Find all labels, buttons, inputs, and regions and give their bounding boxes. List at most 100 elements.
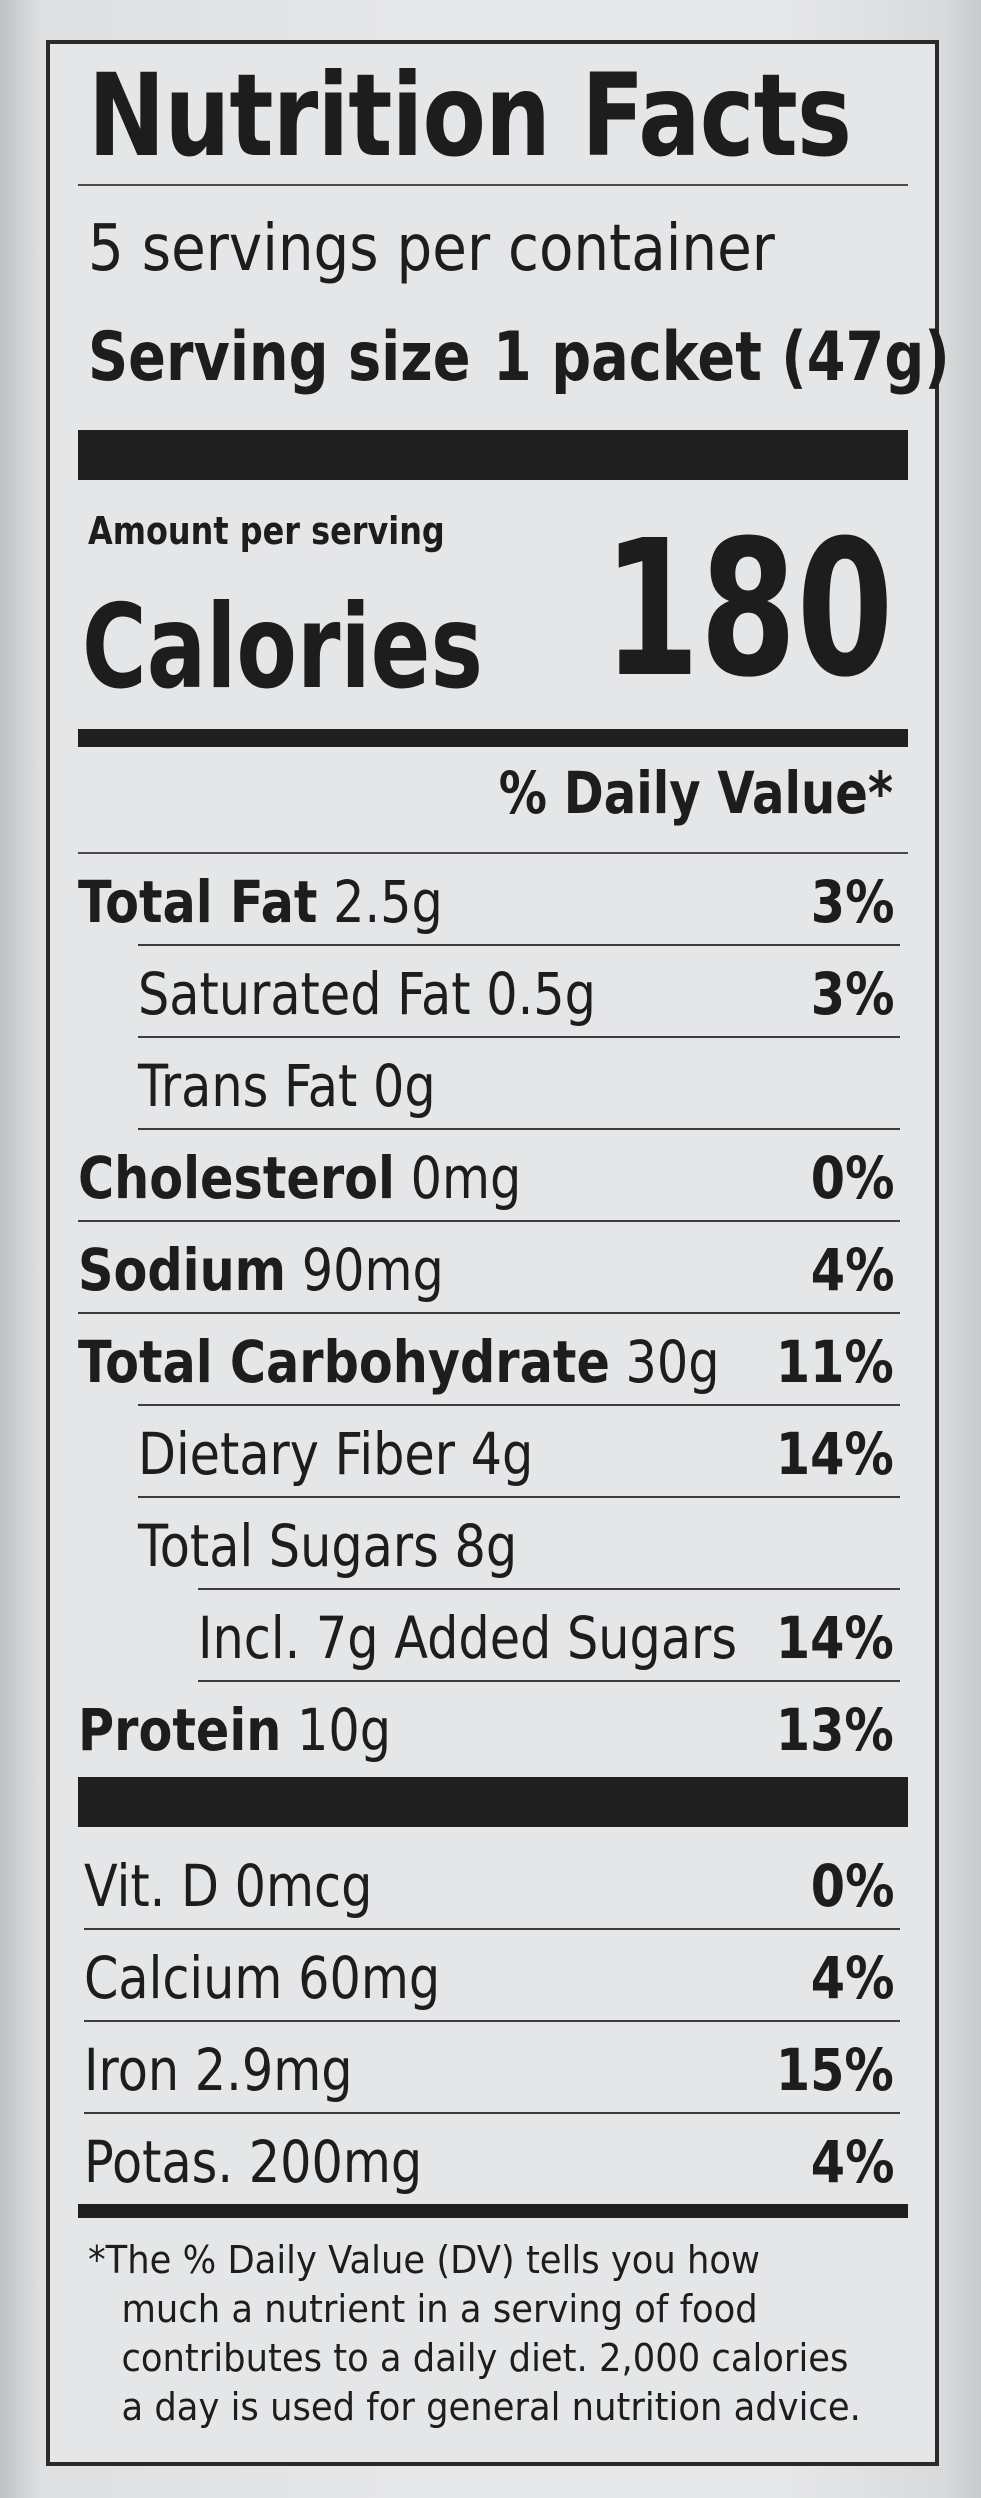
nutrient-amount: 30g bbox=[625, 1328, 720, 1396]
nutrient-row: Total Sugars 8g bbox=[138, 1498, 900, 1590]
vitamin-label: Vit. D 0mcg bbox=[84, 1852, 372, 1920]
nutrient-row: Protein 10g 13% bbox=[78, 1682, 900, 1774]
nutrient-row: Trans Fat 0g bbox=[138, 1038, 900, 1130]
nutrient-name: Cholesterol bbox=[78, 1144, 395, 1212]
nutrient-name: Incl. 7g Added Sugars bbox=[198, 1604, 738, 1672]
footnote-line: much a nutrient in a serving of food bbox=[121, 2287, 758, 2331]
nutrient-name: Dietary Fiber bbox=[138, 1420, 456, 1488]
nutrient-label: Trans Fat 0g bbox=[138, 1052, 436, 1120]
vitamin-daily-value: 0% bbox=[810, 1852, 894, 1920]
nutrient-daily-value: 14% bbox=[775, 1420, 894, 1488]
nutrient-label: Total Carbohydrate 30g bbox=[78, 1328, 720, 1396]
footnote-line: contributes to a daily diet. 2,000 calor… bbox=[121, 2336, 849, 2380]
nutrient-daily-value: 0% bbox=[810, 1144, 894, 1212]
row-divider bbox=[78, 1220, 900, 1222]
vitamins-divider-thick bbox=[78, 1777, 908, 1827]
vitamin-label: Calcium 60mg bbox=[84, 1944, 440, 2012]
servings-per-container: 5 servings per container bbox=[88, 212, 775, 286]
vitamin-amount: 0mcg bbox=[234, 1852, 373, 1920]
nutrient-label: Sodium 90mg bbox=[78, 1236, 444, 1304]
calories-label: Calories bbox=[82, 580, 483, 715]
row-divider bbox=[84, 2112, 900, 2114]
vitamin-label: Potas. 200mg bbox=[84, 2128, 422, 2196]
nutrient-name: Total Fat bbox=[78, 868, 318, 936]
nutrient-amount: 0.5g bbox=[486, 960, 596, 1028]
nutrient-row: Total Fat 2.5g 3% bbox=[78, 854, 900, 946]
nutrient-daily-value: 11% bbox=[775, 1328, 894, 1396]
nutrient-label: Cholesterol 0mg bbox=[78, 1144, 521, 1212]
daily-value-header: % Daily Value* bbox=[498, 759, 893, 827]
vitamin-row: Calcium 60mg 4% bbox=[84, 1930, 900, 2022]
nutrient-label: Protein 10g bbox=[78, 1696, 391, 1764]
row-divider bbox=[198, 1588, 900, 1590]
vitamin-row: Iron 2.9mg 15% bbox=[84, 2022, 900, 2114]
nutrient-name: Sodium bbox=[78, 1236, 287, 1304]
nutrient-name: Protein bbox=[78, 1696, 282, 1764]
nutrient-amount: 10g bbox=[296, 1696, 392, 1764]
row-divider bbox=[138, 944, 900, 946]
vitamin-label: Iron 2.9mg bbox=[84, 2036, 353, 2104]
vitamin-daily-value: 4% bbox=[810, 2128, 894, 2196]
nutrient-row: Saturated Fat 0.5g 3% bbox=[138, 946, 900, 1038]
vitamin-name: Vit. D bbox=[84, 1852, 219, 1920]
daily-value-divider bbox=[78, 852, 908, 854]
daily-value-footnote: *The % Daily Value (DV) tells you how mu… bbox=[88, 2236, 861, 2432]
nutrient-label: Total Fat 2.5g bbox=[78, 868, 443, 936]
nutrient-label: Total Sugars 8g bbox=[138, 1512, 517, 1580]
serving-size-label: Serving size bbox=[88, 318, 471, 397]
nutrient-label: Incl. 7g Added Sugars bbox=[198, 1604, 737, 1672]
vitamin-daily-value: 15% bbox=[775, 2036, 894, 2104]
row-divider bbox=[84, 2020, 900, 2022]
nutrient-name: Trans Fat bbox=[138, 1052, 358, 1120]
nutrient-row: Cholesterol 0mg 0% bbox=[78, 1130, 900, 1222]
footnote-divider bbox=[78, 2204, 908, 2218]
nutrient-daily-value: 13% bbox=[775, 1696, 894, 1764]
nutrient-daily-value: 4% bbox=[810, 1236, 894, 1304]
nutrient-row: Incl. 7g Added Sugars 14% bbox=[198, 1590, 900, 1682]
vitamin-row: Potas. 200mg 4% bbox=[84, 2114, 900, 2206]
serving-divider-thick bbox=[78, 430, 908, 480]
vitamin-name: Calcium bbox=[84, 1944, 283, 2012]
vitamin-amount: 200mg bbox=[248, 2128, 423, 2196]
nutrient-daily-value: 3% bbox=[810, 868, 894, 936]
nutrient-amount: 0mg bbox=[410, 1144, 522, 1212]
vitamin-daily-value: 4% bbox=[810, 1944, 894, 2012]
vitamin-amount: 2.9mg bbox=[194, 2036, 353, 2104]
amount-per-serving-label: Amount per serving bbox=[88, 509, 445, 553]
nutrient-amount: 0g bbox=[372, 1052, 436, 1120]
vitamin-row: Vit. D 0mcg 0% bbox=[84, 1838, 900, 1930]
footnote-line: *The % Daily Value (DV) tells you how bbox=[88, 2238, 760, 2282]
nutrient-amount: 4g bbox=[470, 1420, 534, 1488]
nutrient-row: Dietary Fiber 4g 14% bbox=[138, 1406, 900, 1498]
nutrient-amount: 2.5g bbox=[333, 868, 443, 936]
nutrient-name: Total Carbohydrate bbox=[78, 1328, 610, 1396]
calories-divider bbox=[78, 729, 908, 747]
nutrient-amount: 90mg bbox=[301, 1236, 444, 1304]
vitamin-amount: 60mg bbox=[298, 1944, 441, 2012]
nutrient-amount: 8g bbox=[454, 1512, 518, 1580]
title-divider bbox=[78, 184, 908, 186]
nutrient-name: Total Sugars bbox=[138, 1512, 439, 1580]
nutrient-name: Saturated Fat bbox=[138, 960, 471, 1028]
row-divider bbox=[138, 1036, 900, 1038]
nutrient-daily-value: 14% bbox=[775, 1604, 894, 1672]
nutrition-facts-panel: Nutrition Facts 5 servings per container… bbox=[46, 40, 950, 2466]
row-divider bbox=[138, 1128, 900, 1130]
row-divider bbox=[78, 1312, 900, 1314]
nutrient-label: Saturated Fat 0.5g bbox=[138, 960, 596, 1028]
vitamin-name: Iron bbox=[84, 2036, 180, 2104]
calories-value: 180 bbox=[602, 500, 893, 719]
nutrient-row: Total Carbohydrate 30g 11% bbox=[78, 1314, 900, 1406]
vitamin-name: Potas. bbox=[84, 2128, 234, 2196]
row-divider bbox=[84, 1928, 900, 1930]
serving-size-value: 1 packet (47g) bbox=[493, 318, 950, 397]
row-divider bbox=[198, 1680, 900, 1682]
row-divider bbox=[138, 1404, 900, 1406]
nutrition-facts-title: Nutrition Facts bbox=[88, 49, 852, 182]
nutrient-row: Sodium 90mg 4% bbox=[78, 1222, 900, 1314]
nutrient-daily-value: 3% bbox=[810, 960, 894, 1028]
row-divider bbox=[138, 1496, 900, 1498]
nutrient-label: Dietary Fiber 4g bbox=[138, 1420, 533, 1488]
footnote-line: a day is used for general nutrition advi… bbox=[121, 2385, 861, 2429]
